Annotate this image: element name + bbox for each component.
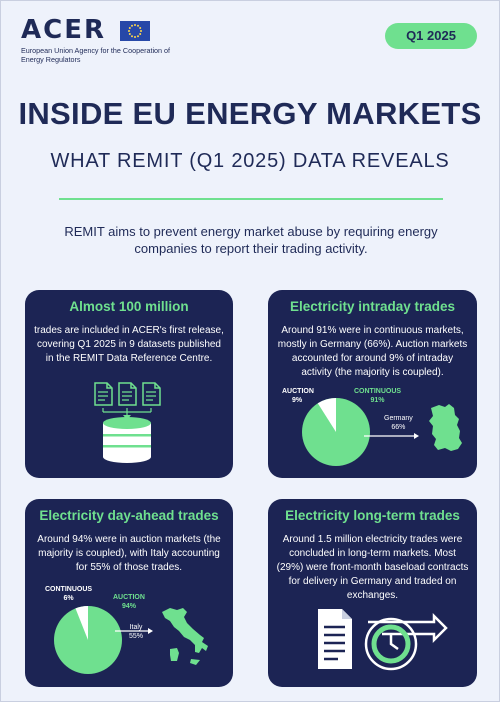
intro-text: REMIT aims to prevent energy market abus… (64, 224, 438, 256)
acer-logo: ACER European Union Agency for the Coope… (21, 17, 181, 64)
auction-label: AUCTION 94% (113, 594, 145, 610)
pie-slice-auction (317, 398, 336, 432)
documents-to-database-icon (94, 382, 161, 463)
card-longterm-trades: Electricity long-term trades Around 1.5 … (268, 499, 477, 687)
intraday-pie-chart (302, 398, 462, 466)
clock-arrow-icon (364, 612, 448, 671)
pie-slice-continuous (75, 606, 88, 640)
auction-label: AUCTION 9% (282, 388, 314, 404)
logo-subtitle: European Union Agency for the Cooperatio… (21, 46, 171, 64)
card-title: Electricity long-term trades (285, 508, 460, 523)
card-text: Around 91% were in continuous markets, m… (277, 325, 468, 378)
title-divider (59, 198, 443, 200)
contract-clock-arrow-icon (318, 609, 448, 671)
dayahead-pie-chart (54, 606, 208, 674)
card-intraday-trades: Electricity intraday trades Around 91% w… (268, 290, 477, 478)
germany-map-icon (429, 404, 462, 451)
period-badge: Q1 2025 (385, 23, 477, 49)
page-title: INSIDE EU ENERGY MARKETS (18, 96, 482, 131)
italy-label: Italy 55% (129, 624, 144, 640)
card-text: Around 1.5 million electricity trades we… (276, 534, 469, 601)
card-text: trades are included in ACER's first rele… (34, 325, 224, 364)
card-text: Around 94% were in auction markets (the … (37, 534, 221, 573)
card-title: Electricity intraday trades (289, 299, 456, 314)
card-title: Electricity day-ahead trades (39, 508, 219, 523)
logo-wordmark: ACER (21, 15, 106, 45)
card-dayahead-trades: Electricity day-ahead trades Around 94% … (25, 499, 233, 687)
germany-label: Germany 66% (384, 415, 413, 431)
contract-document-icon (318, 609, 352, 669)
continuous-label: CONTINUOUS 91% (354, 388, 402, 404)
italy-map-icon (162, 608, 208, 653)
page-subtitle: WHAT REMIT (Q1 2025) DATA REVEALS (50, 150, 450, 172)
card-total-trades: Almost 100 million trades are included i… (25, 290, 233, 478)
eu-flag-icon (120, 21, 150, 41)
continuous-label: CONTINUOUS 6% (45, 586, 93, 602)
card-title: Almost 100 million (69, 299, 189, 314)
